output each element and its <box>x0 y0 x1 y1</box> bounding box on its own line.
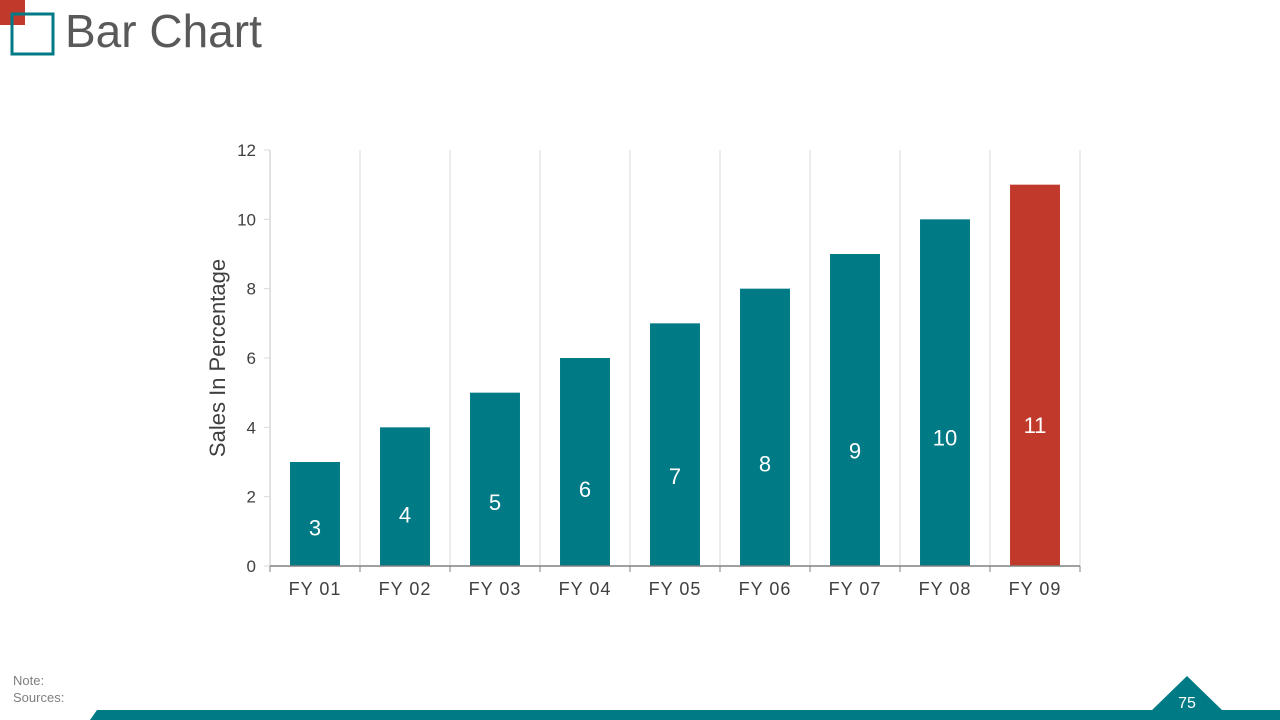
x-tick-label: FY 09 <box>1009 579 1062 599</box>
data-label: 4 <box>399 503 411 528</box>
footnote: Note: Sources: <box>13 672 64 706</box>
x-tick-label: FY 04 <box>559 579 612 599</box>
bar <box>920 219 970 567</box>
chart-bars: 3 4 5 6 7 8 9 10 11 <box>290 184 1060 567</box>
y-tick-label: 4 <box>247 418 256 437</box>
sources-label: Sources: <box>13 690 65 705</box>
bar <box>650 323 700 566</box>
bar <box>290 462 340 566</box>
x-tick-label: FY 02 <box>379 579 432 599</box>
y-tick-label: 0 <box>247 557 256 576</box>
x-tick-label: FY 03 <box>469 579 522 599</box>
bar-chart: 3 4 5 6 7 8 9 10 11 0 2 4 6 8 10 12 FY 01 FY 02 FY 03 FY 0… <box>205 141 1081 599</box>
x-tick-label: FY 05 <box>649 579 702 599</box>
y-tick-label: 8 <box>247 280 256 299</box>
bar <box>560 358 610 566</box>
footer-teal-band <box>90 710 1280 720</box>
bar <box>740 288 790 566</box>
x-tick-label: FY 07 <box>829 579 882 599</box>
y-axis-title: Sales In Percentage <box>205 259 230 457</box>
data-label: 9 <box>849 439 861 464</box>
data-label: 11 <box>1024 413 1047 438</box>
data-label: 6 <box>579 477 591 502</box>
y-tick-label: 6 <box>247 349 256 368</box>
x-tick-label: FY 01 <box>289 579 342 599</box>
data-label: 7 <box>669 464 681 489</box>
data-label: 10 <box>933 426 957 451</box>
chart-grid <box>359 150 1081 566</box>
y-tick-label: 10 <box>237 210 256 229</box>
data-label: 8 <box>759 451 771 476</box>
x-tick-label: FY 06 <box>739 579 792 599</box>
y-tick-label: 12 <box>237 141 256 160</box>
chart-axes: 0 2 4 6 8 10 12 FY 01 FY 02 FY 03 FY 04 FY 05 FY 06 F… <box>237 141 1081 599</box>
page-title: Bar Chart <box>65 5 262 57</box>
page-number: 75 <box>1178 695 1196 712</box>
data-label: 5 <box>489 490 501 515</box>
bar <box>470 392 520 566</box>
data-label: 3 <box>309 516 321 541</box>
title-decoration-teal-square <box>10 12 55 56</box>
bar <box>380 427 430 566</box>
bar <box>830 254 880 566</box>
y-tick-label: 2 <box>247 488 256 507</box>
footer-band <box>90 676 1280 720</box>
x-tick-label: FY 08 <box>919 579 972 599</box>
title-decoration-icon <box>0 0 55 56</box>
page-number-badge <box>1150 676 1224 712</box>
bar <box>1010 184 1060 566</box>
note-label: Note: <box>13 673 45 688</box>
